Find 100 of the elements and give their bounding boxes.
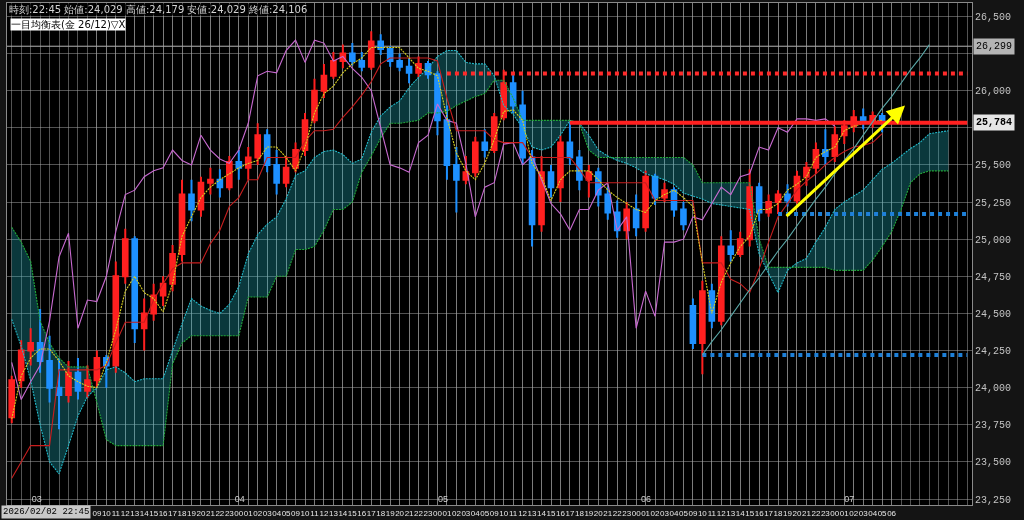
x-tick-label: 11 bbox=[707, 508, 717, 518]
candlestick bbox=[405, 56, 413, 85]
y-tick-label: 24,750 bbox=[975, 271, 1012, 283]
candlestick bbox=[254, 122, 262, 166]
candlestick bbox=[36, 307, 44, 374]
x-tick-label: 23 bbox=[622, 508, 632, 518]
annotation: 時刻:22:45 始値:24,029 高値:24,179 安値:24,029 終値:24,106 bbox=[9, 4, 308, 15]
candlestick bbox=[216, 168, 224, 199]
candlestick bbox=[197, 175, 205, 218]
x-tick-label: 09 bbox=[688, 508, 698, 518]
x-tick-label: 09 bbox=[291, 508, 301, 518]
candlestick bbox=[358, 51, 366, 73]
candlestick bbox=[632, 193, 640, 238]
y-tick-label: 25,250 bbox=[975, 197, 1012, 209]
candlestick bbox=[74, 356, 82, 401]
x-tick-label: 02 bbox=[849, 508, 859, 518]
x-tick-label: 03 bbox=[262, 508, 273, 518]
x-tick-label: 21 bbox=[603, 508, 613, 518]
x-tick-label: 22 bbox=[811, 508, 821, 518]
candlestick bbox=[46, 334, 53, 404]
y-tick-label: 23,250 bbox=[975, 494, 1012, 506]
x-tick-label: 15 bbox=[149, 508, 159, 518]
candlestick bbox=[566, 121, 574, 166]
x-tick-label: 04 bbox=[669, 508, 679, 518]
x-tick-label: 16 bbox=[754, 508, 765, 518]
candlestick bbox=[377, 33, 385, 56]
candlestick bbox=[471, 135, 479, 178]
candlestick bbox=[746, 168, 753, 248]
candlestick bbox=[453, 146, 460, 214]
y-tick-label: 26,000 bbox=[975, 86, 1012, 98]
x-tick-label: 14 bbox=[139, 508, 150, 518]
x-tick-label: 15 bbox=[347, 508, 358, 518]
x-tick-label: 13 bbox=[527, 508, 538, 518]
x-tick-label: 09 bbox=[92, 508, 102, 518]
x-tick-label: 05 bbox=[877, 508, 888, 518]
x2-tick-label: 03 bbox=[31, 493, 42, 504]
candlestick bbox=[188, 178, 195, 223]
x-tick-label: 00 bbox=[234, 508, 244, 518]
candlestick bbox=[349, 42, 356, 67]
y-tick-label: 25,000 bbox=[975, 234, 1012, 246]
x-tick-label: 05 bbox=[480, 508, 490, 518]
candlestick bbox=[755, 181, 763, 223]
x-tick-label: 01 bbox=[243, 508, 254, 518]
candlestick bbox=[859, 107, 867, 131]
candlestick bbox=[244, 146, 252, 181]
x-tick-label: 04 bbox=[272, 508, 282, 518]
candlestick bbox=[699, 279, 706, 376]
y-tick-label: 24,250 bbox=[975, 346, 1012, 358]
x-tick-label: 03 bbox=[660, 508, 670, 518]
candlestick bbox=[367, 30, 375, 71]
x-tick-label: 11 bbox=[508, 508, 518, 518]
y-tick-label: 24,500 bbox=[975, 308, 1012, 320]
candlestick bbox=[27, 327, 34, 367]
x-tick-label: 20 bbox=[792, 508, 802, 518]
candlestick bbox=[282, 154, 290, 189]
x-tick-label: 18 bbox=[773, 508, 784, 518]
candlestick bbox=[84, 364, 91, 400]
x-tick-label: 10 bbox=[300, 508, 311, 518]
x-tick-label: 05 bbox=[679, 508, 689, 518]
x-tick-label: 00 bbox=[830, 508, 840, 518]
candlestick bbox=[661, 181, 668, 204]
x-tick-label: 14 bbox=[735, 508, 746, 518]
candlestick bbox=[131, 235, 139, 345]
candlestick bbox=[121, 227, 129, 285]
x-tick-label: 23 bbox=[820, 508, 831, 518]
x-tick-label: 20 bbox=[395, 508, 405, 518]
candlestick bbox=[642, 169, 649, 233]
candlestick bbox=[557, 134, 564, 204]
candlestick bbox=[822, 128, 829, 166]
candlestick bbox=[140, 297, 148, 352]
candlestick bbox=[396, 52, 403, 73]
candlestick bbox=[803, 160, 810, 187]
candlestick bbox=[680, 201, 687, 232]
x-tick-label: 16 bbox=[556, 508, 566, 518]
x-tick-label: 17 bbox=[565, 508, 575, 518]
candlestick bbox=[320, 62, 328, 100]
x-tick-label: 00 bbox=[433, 508, 443, 518]
candlestick bbox=[547, 163, 555, 199]
x-tick-label: 11 bbox=[111, 508, 121, 518]
x-tick-label: 17 bbox=[764, 508, 774, 518]
x-tick-label: 06 bbox=[887, 508, 897, 518]
x-tick-label: 18 bbox=[376, 508, 386, 518]
candlestick bbox=[585, 163, 593, 199]
x-tick-label: 12 bbox=[716, 508, 727, 518]
x-tick-label: 12 bbox=[319, 508, 329, 518]
candlestick bbox=[538, 154, 545, 233]
y-tick-label: 23,750 bbox=[975, 420, 1012, 432]
x-tick-label: 12 bbox=[518, 508, 528, 518]
candlestick bbox=[178, 178, 186, 263]
x-tick-label: 02 bbox=[253, 508, 263, 518]
candlestick bbox=[576, 149, 583, 192]
x-tick-label: 15 bbox=[745, 508, 755, 518]
candlestick bbox=[689, 297, 697, 351]
x-tick-label: 01 bbox=[839, 508, 850, 518]
x-tick-label: 02 bbox=[650, 508, 661, 518]
candlestick bbox=[55, 356, 63, 431]
x-tick-label: 14 bbox=[338, 508, 348, 518]
x-tick-label: 10 bbox=[697, 508, 708, 518]
x-tick-label: 22 bbox=[414, 508, 424, 518]
x-tick-label: 18 bbox=[177, 508, 188, 518]
